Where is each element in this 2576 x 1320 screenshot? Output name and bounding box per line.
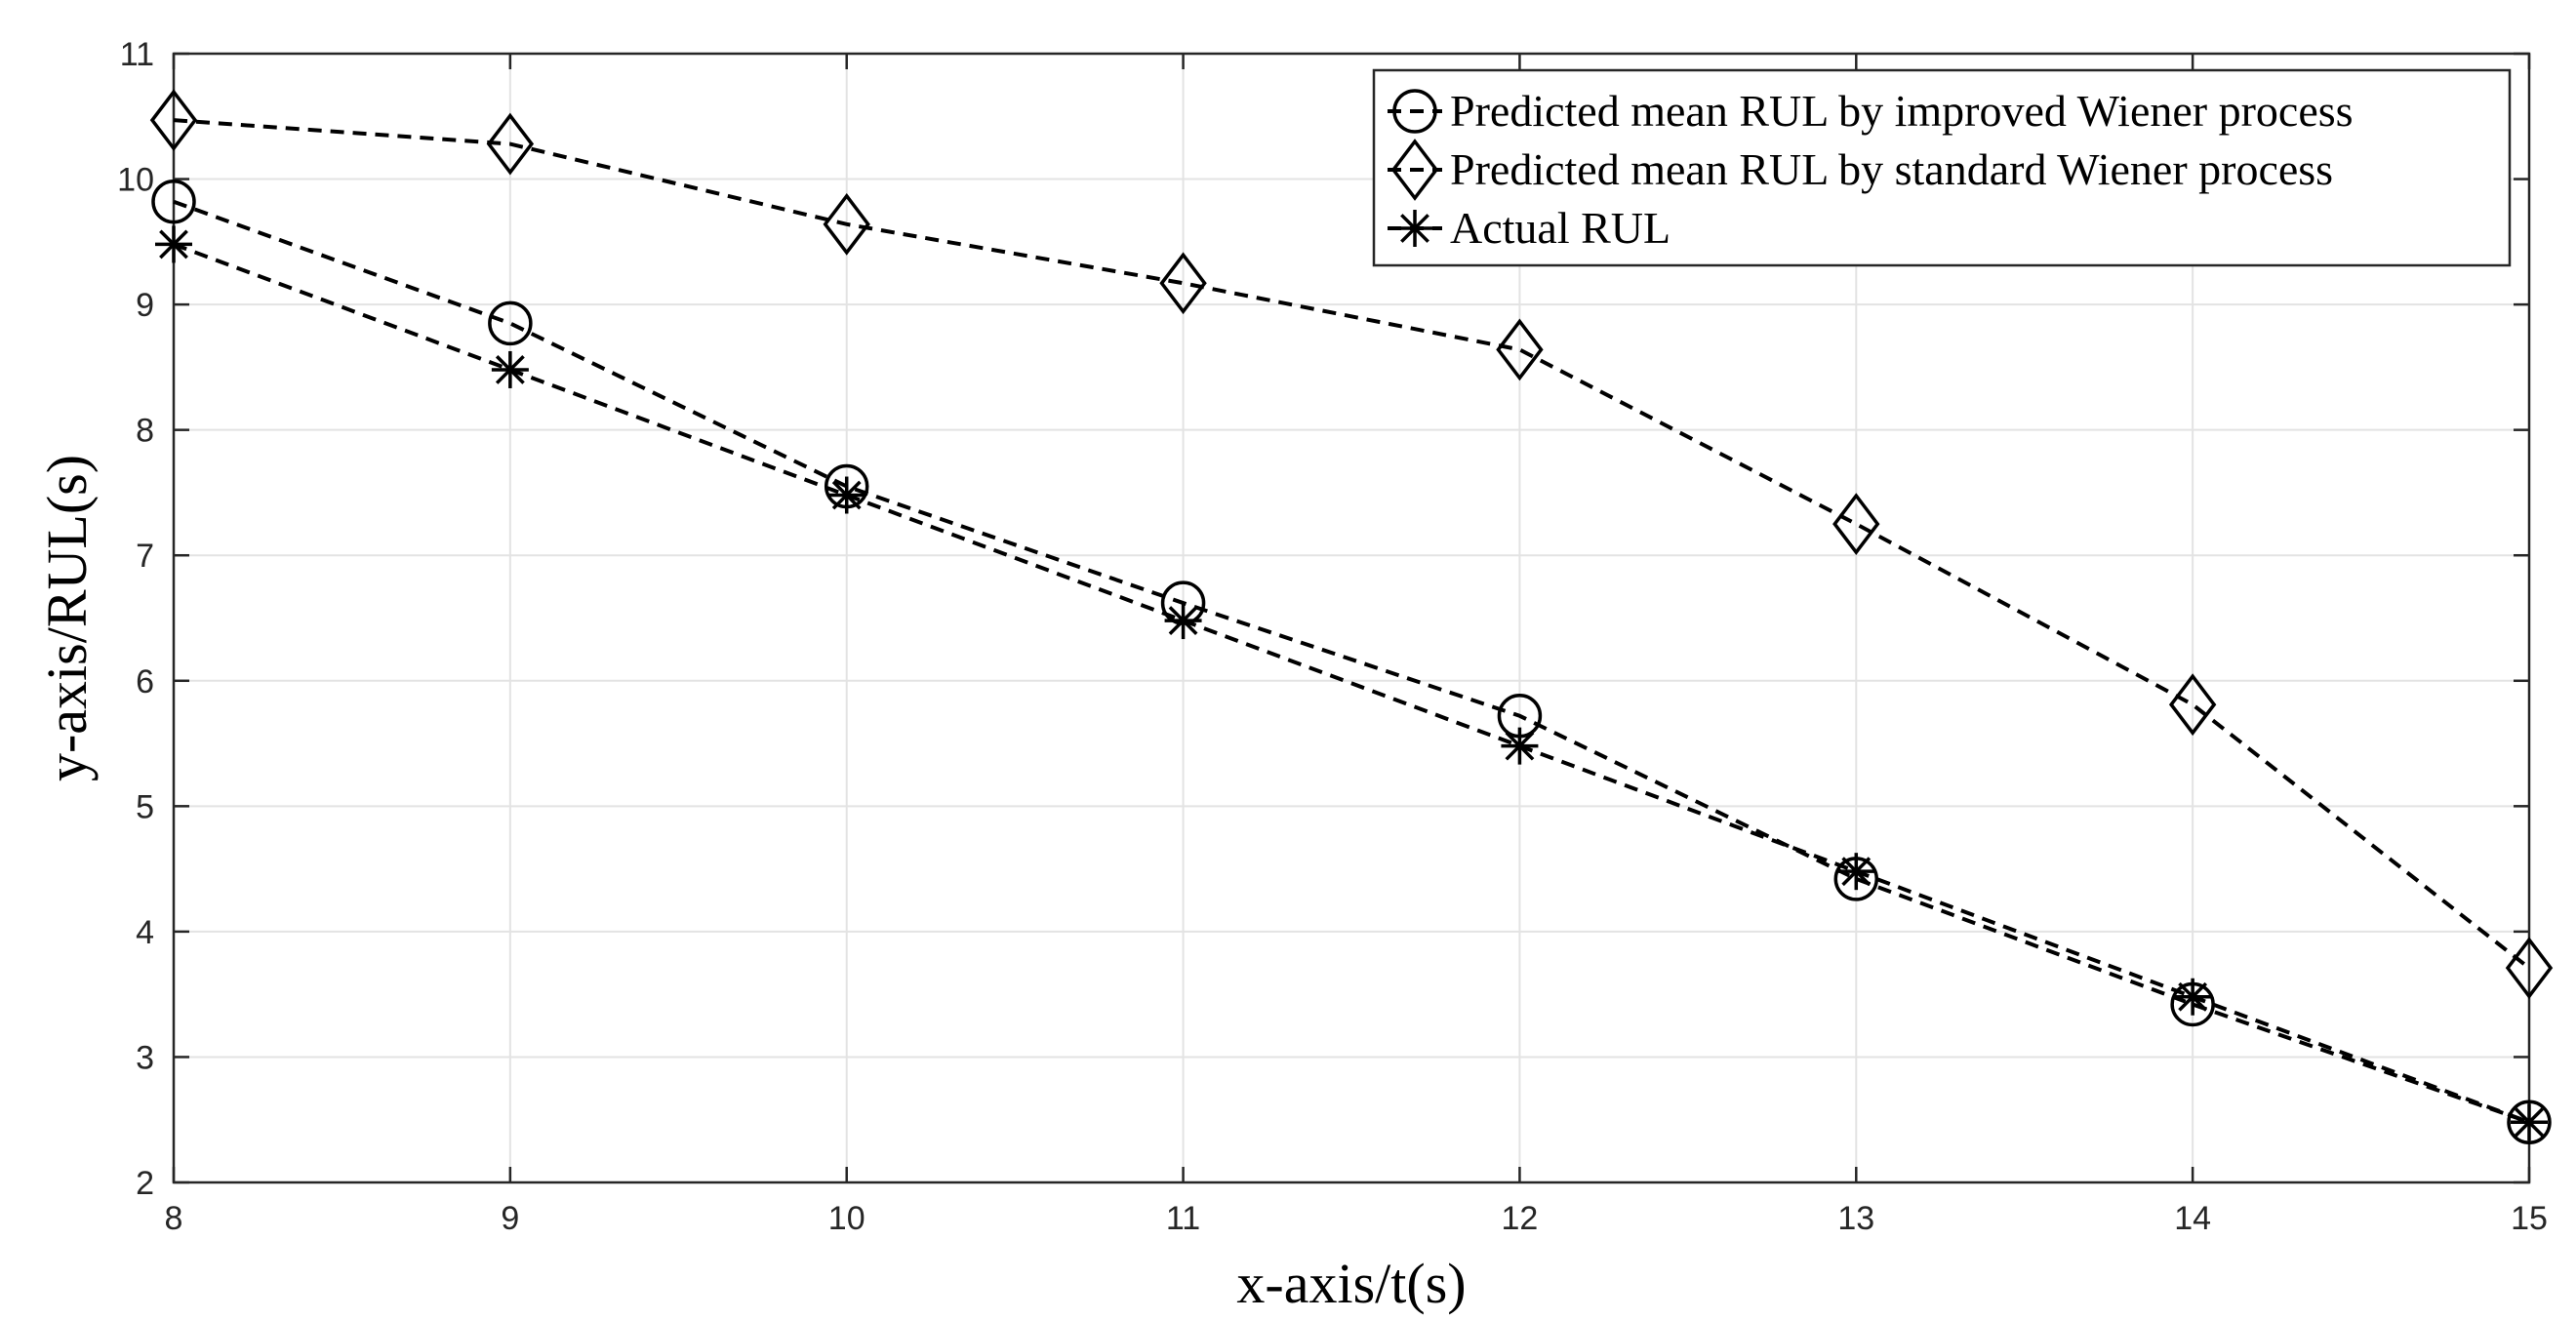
x-tick-label: 12 (1502, 1200, 1539, 1237)
x-tick-label: 9 (501, 1200, 519, 1237)
data-point-diamond (2505, 937, 2554, 1000)
y-tick-label: 3 (136, 1039, 154, 1076)
data-point-circle (488, 300, 533, 346)
legend-label: Predicted mean RUL by improved Wiener pr… (1450, 86, 2354, 136)
data-point-asterisk (491, 350, 529, 388)
x-tick-label: 11 (1166, 1200, 1200, 1237)
data-point-asterisk (1837, 853, 1875, 891)
legend-marker-diamond (1390, 139, 1439, 201)
legend-marker-circle (1392, 89, 1437, 134)
series-line-diamond (173, 118, 2531, 970)
y-tick-label: 5 (136, 788, 154, 825)
x-tick-label: 14 (2174, 1200, 2211, 1237)
data-point-diamond (1159, 252, 1207, 315)
axes: 8 9 10 11 12 13 14 15 2 3 4 5 6 7 8 9 10 11 (117, 36, 2548, 1237)
data-point-asterisk (1501, 727, 1539, 765)
y-tick-label: 6 (136, 663, 154, 700)
y-tick-label: 2 (136, 1165, 154, 1202)
legend-item: Predicted mean RUL by standard Wiener pr… (1388, 139, 2333, 201)
data-point-asterisk (2511, 1103, 2548, 1141)
legend-item: Predicted mean RUL by improved Wiener pr… (1388, 86, 2354, 136)
data-series (149, 89, 2554, 1145)
legend-box (1372, 68, 2512, 267)
x-tick-label: 10 (828, 1200, 865, 1237)
y-axis-title: y-axis/RUL(s) (35, 455, 99, 781)
legend-label: Predicted mean RUL by standard Wiener pr… (1450, 144, 2333, 194)
data-point-diamond (2168, 673, 2217, 737)
y-tick-label: 8 (136, 413, 154, 450)
x-tick-label: 8 (165, 1200, 183, 1237)
data-point-asterisk (1164, 602, 1202, 640)
y-tick-label: 10 (117, 162, 154, 199)
data-point-asterisk (827, 476, 865, 514)
x-tick-label: 15 (2511, 1200, 2548, 1237)
series-line-asterisk (173, 242, 2530, 1125)
y-tick-label: 11 (120, 36, 154, 73)
x-tick-label: 13 (1837, 1200, 1874, 1237)
plot-frame (172, 52, 2531, 1184)
data-point-asterisk (155, 225, 192, 263)
y-tick-label: 9 (136, 287, 154, 324)
legend-marker-asterisk (1396, 210, 1433, 247)
data-point-circle (2507, 1100, 2552, 1145)
data-point-diamond (1496, 318, 1544, 381)
data-point-diamond (1832, 493, 1880, 555)
x-axis-title: x-axis/t(s) (1236, 1252, 1466, 1315)
series-asterisk (155, 225, 2548, 1141)
data-point-asterisk (2174, 978, 2212, 1016)
data-point-diamond (486, 112, 535, 176)
series-diamond (149, 89, 2554, 1000)
legend: Predicted mean RUL by improved Wiener pr… (1372, 68, 2512, 267)
data-point-circle (151, 179, 196, 224)
series-line-circle (173, 199, 2530, 1125)
data-point-diamond (823, 192, 870, 256)
data-point-diamond (149, 89, 198, 152)
legend-label: Actual RUL (1450, 203, 1670, 253)
legend-item: Actual RUL (1388, 203, 1670, 253)
y-tick-label: 4 (136, 914, 154, 951)
y-tick-label: 7 (136, 538, 154, 575)
